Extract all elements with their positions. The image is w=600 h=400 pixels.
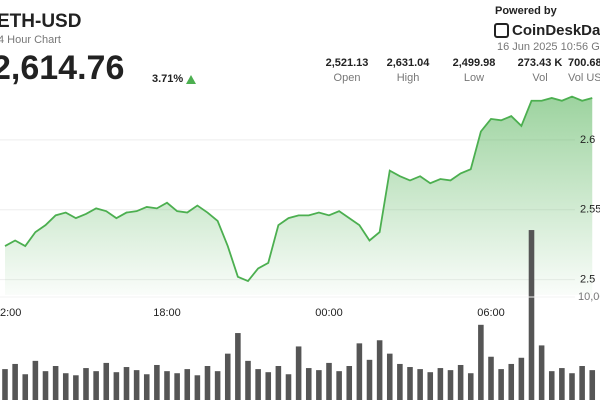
volume-bar bbox=[62, 373, 69, 400]
volume-bar bbox=[164, 371, 170, 400]
price-line bbox=[4, 95, 593, 283]
volume-bar bbox=[427, 372, 434, 400]
volume-bar bbox=[407, 367, 413, 400]
volume-bar bbox=[316, 370, 322, 400]
price: 2,614.76 bbox=[0, 49, 124, 87]
volume-bar bbox=[93, 371, 99, 400]
brand-icon bbox=[494, 23, 509, 38]
date: 16 Jun 2025 10:56 GM bbox=[497, 41, 600, 53]
volume-bar bbox=[2, 369, 8, 400]
up-arrow bbox=[186, 75, 196, 84]
volume-bar bbox=[83, 368, 89, 400]
x-tick-label: 18:00 bbox=[153, 307, 181, 319]
volume-bar bbox=[184, 369, 191, 400]
volume-bar bbox=[508, 363, 515, 400]
price-area bbox=[5, 96, 593, 295]
volume-bar bbox=[498, 369, 504, 400]
stat-value: 700.68 bbox=[568, 57, 600, 69]
stat-value: 2,499.98 bbox=[453, 57, 496, 69]
volume-bar bbox=[467, 373, 474, 400]
volume-bar bbox=[397, 363, 403, 400]
volume-bar bbox=[447, 370, 454, 400]
y-tick-label: 2.55 bbox=[580, 204, 600, 216]
volume-bar bbox=[295, 346, 302, 400]
volume-bar bbox=[143, 374, 150, 400]
y-tick-label: 2.6 bbox=[580, 134, 595, 146]
volume-bar bbox=[174, 373, 180, 400]
subtitle: 4 Hour Chart bbox=[0, 34, 61, 46]
y2-tick-label: 10,00 bbox=[578, 291, 600, 303]
volume-bar bbox=[457, 364, 464, 400]
volume-bar bbox=[52, 366, 59, 400]
title: ETH-USD bbox=[0, 11, 81, 32]
volume-bar bbox=[579, 366, 585, 400]
volume-bar bbox=[235, 333, 241, 400]
volume-bar bbox=[346, 366, 353, 400]
volume-bar bbox=[133, 370, 140, 400]
volume-bar bbox=[356, 343, 363, 400]
volume-bar bbox=[548, 371, 555, 400]
volume-bar bbox=[305, 368, 312, 400]
volume-bar bbox=[569, 373, 575, 400]
volume-bar bbox=[224, 353, 231, 400]
stat-label: Low bbox=[464, 72, 484, 84]
volume-bar bbox=[285, 374, 292, 400]
x-tick-label: 2:00 bbox=[0, 307, 21, 319]
brand: CoinDeskDat bbox=[512, 22, 600, 39]
volume-bar bbox=[437, 368, 444, 400]
volume-bar bbox=[245, 360, 251, 400]
volume-bar bbox=[204, 366, 211, 400]
volume-bar bbox=[589, 370, 596, 400]
volume-bar bbox=[559, 368, 565, 400]
volume-bar bbox=[538, 345, 545, 400]
volume-bar bbox=[275, 366, 282, 400]
volume-bar bbox=[12, 363, 18, 400]
volume-bar bbox=[528, 230, 535, 400]
volume-bar bbox=[336, 371, 342, 400]
stat-value: 2,521.13 bbox=[326, 57, 369, 69]
volume-bar bbox=[194, 375, 201, 400]
stat-label: Vol US bbox=[568, 72, 600, 84]
change: 3.71% bbox=[152, 73, 183, 85]
stat-label: Open bbox=[334, 72, 361, 84]
volume-bar bbox=[113, 372, 120, 400]
volume-bar bbox=[214, 371, 221, 400]
volume-bar bbox=[103, 362, 110, 400]
volume-bar bbox=[265, 372, 272, 400]
volume-bar bbox=[255, 369, 261, 400]
volume-bar bbox=[386, 353, 393, 400]
volume-bar bbox=[366, 359, 373, 400]
volume-bar bbox=[478, 324, 484, 400]
volume-bar bbox=[518, 357, 525, 400]
stat-value: 2,631.04 bbox=[387, 57, 431, 69]
stat-label: Vol bbox=[532, 72, 547, 84]
volume-bar bbox=[417, 369, 423, 400]
y-tick-label: 2.5 bbox=[580, 274, 595, 286]
volume-bar bbox=[22, 374, 29, 400]
powered-by: Powered by bbox=[495, 5, 558, 17]
volume-bar bbox=[73, 375, 79, 400]
volume-bar bbox=[42, 371, 49, 400]
x-tick-label: 06:00 bbox=[477, 307, 505, 319]
volume-bar bbox=[154, 364, 160, 400]
x-tick-label: 00:00 bbox=[315, 307, 343, 319]
stat-value: 273.43 K bbox=[518, 57, 563, 69]
stat-label: High bbox=[397, 72, 420, 84]
volume-bar bbox=[326, 362, 332, 400]
volume-bar bbox=[123, 367, 130, 400]
volume-bar bbox=[488, 356, 494, 400]
volume-bar bbox=[376, 340, 383, 400]
volume-bar bbox=[32, 360, 39, 400]
